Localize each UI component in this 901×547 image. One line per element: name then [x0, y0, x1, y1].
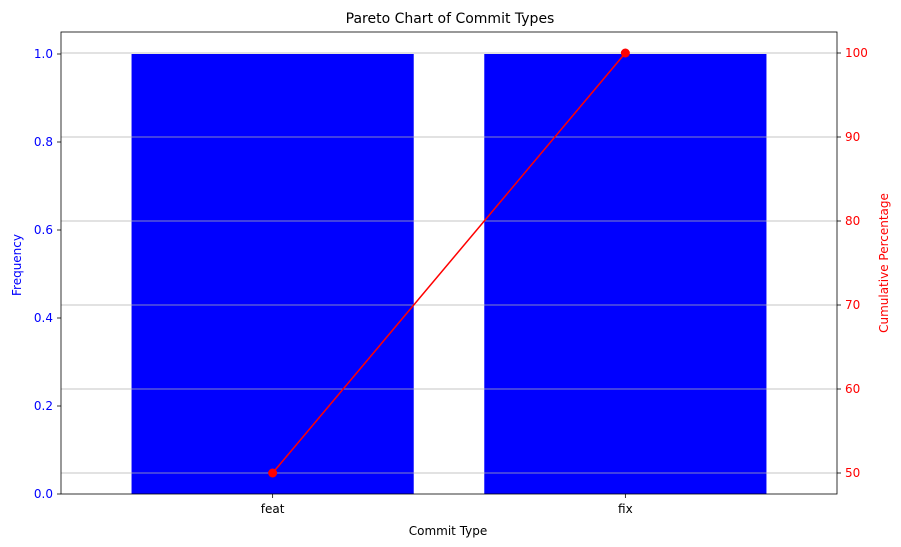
- y-tick-label-2: 0.4: [34, 311, 53, 325]
- y2-tick-label-5: 100: [845, 46, 868, 60]
- y-tick-label-5: 1.0: [34, 47, 53, 61]
- bar-fix: [484, 54, 767, 494]
- x-tick-label-feat: feat: [261, 502, 285, 516]
- cumulative-line: [268, 48, 630, 478]
- y-tick-label-4: 0.8: [34, 135, 53, 149]
- y-tick-label-0: 0.0: [34, 487, 53, 501]
- chart-title: Pareto Chart of Commit Types: [346, 11, 555, 27]
- grid-lines: [61, 52, 837, 474]
- cumulative-polyline: [272, 52, 626, 474]
- y2-axis-label: Cumulative Percentage: [877, 193, 891, 333]
- axes: 0.0 0.2 0.4 0.6 0.8 1.0 50 60 70 80 90 100 feat fix: [34, 31, 868, 516]
- y2-tick-label-4: 90: [845, 130, 860, 144]
- y-axis-label: Frequency: [10, 234, 24, 296]
- x-axis-label: Commit Type: [409, 524, 488, 538]
- y2-tick-label-2: 70: [845, 298, 860, 312]
- cumulative-point-fix: [620, 48, 630, 58]
- cumulative-point-feat: [268, 468, 278, 478]
- y-tick-label-3: 0.6: [34, 223, 53, 237]
- bar-feat: [131, 54, 414, 494]
- bars: [131, 54, 767, 494]
- y2-tick-label-0: 50: [845, 466, 860, 480]
- y2-tick-label-1: 60: [845, 382, 860, 396]
- x-tick-label-fix: fix: [618, 502, 633, 516]
- y2-tick-label-3: 80: [845, 214, 860, 228]
- y-tick-label-1: 0.2: [34, 399, 53, 413]
- plot-frame: [60, 31, 838, 495]
